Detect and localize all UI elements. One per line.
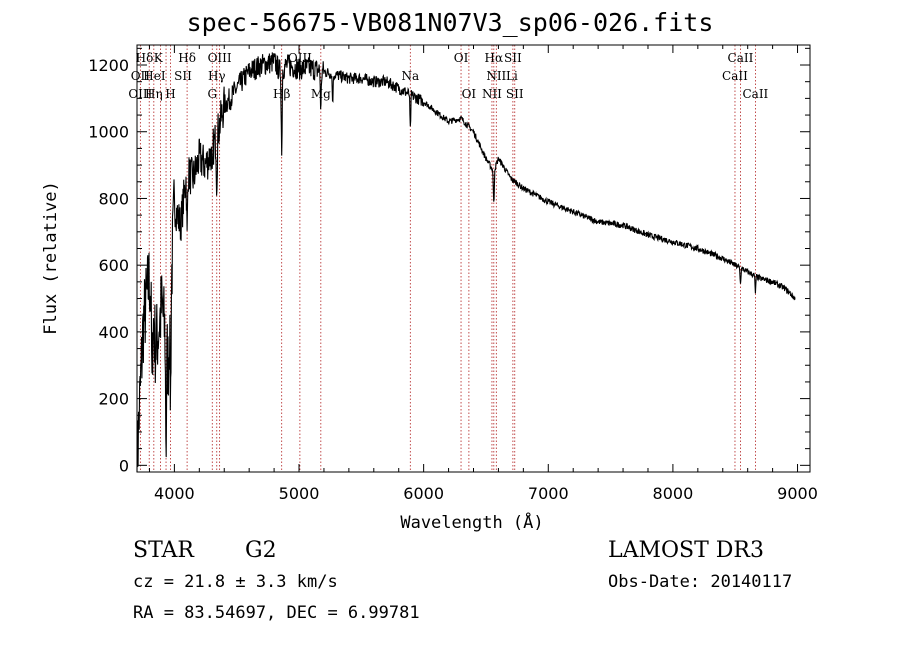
- x-axis: 4000 5000 6000 7000 8000 9000: [148, 45, 818, 503]
- line-label: K: [154, 51, 164, 65]
- line-label: Hγ: [208, 69, 226, 83]
- line-label: SII: [506, 87, 524, 101]
- line-label: Hη: [145, 87, 163, 101]
- line-label: Hα: [485, 51, 504, 65]
- line-label: SII: [174, 69, 192, 83]
- x-tick-label: 4000: [154, 484, 195, 503]
- line-label: HeI: [143, 69, 166, 83]
- object-class: STAR: [133, 538, 194, 563]
- line-label: Na: [401, 69, 419, 83]
- line-label: G: [207, 87, 217, 101]
- line-label: OII: [131, 69, 151, 83]
- line-label: OI: [462, 87, 477, 101]
- line-label: Hδ: [136, 51, 154, 65]
- x-tick-label: 9000: [777, 484, 818, 503]
- x-tick-label: 8000: [653, 484, 694, 503]
- x-tick-label: 5000: [279, 484, 320, 503]
- line-label: Hβ: [273, 87, 290, 101]
- line-label: NII: [486, 69, 506, 83]
- line-label: CaII: [742, 87, 768, 101]
- y-tick-label: 600: [98, 256, 129, 275]
- y-tick-label: 200: [98, 390, 129, 409]
- survey-name: LAMOST DR3: [608, 538, 764, 563]
- x-tick-label: 6000: [403, 484, 444, 503]
- y-tick-label: 1000: [88, 123, 129, 142]
- chart-title: spec-56675-VB081N07V3_sp06-026.fits: [186, 8, 714, 37]
- line-label: OIII: [208, 51, 232, 65]
- line-label: H: [165, 87, 175, 101]
- line-label: CaII: [728, 51, 754, 65]
- emission-line-markers: [139, 45, 756, 472]
- x-axis-label: Wavelength (Å): [400, 511, 543, 533]
- observation-date: Obs-Date: 20140117: [608, 572, 793, 592]
- spectrum-line: [136, 52, 796, 473]
- line-label: OI: [454, 51, 469, 65]
- line-label: SII: [504, 51, 522, 65]
- ra-dec-coordinates: RA = 83.54697, DEC = 6.99781: [133, 603, 420, 623]
- line-label: NII: [482, 87, 502, 101]
- line-label: Hδ: [178, 51, 196, 65]
- y-axis-label: Flux (relative): [41, 181, 61, 335]
- line-label: Li: [506, 69, 518, 83]
- redshift-velocity: cz = 21.8 ± 3.3 km/s: [133, 572, 338, 592]
- y-axis: 0 200 400 600 800 1000 1200: [88, 47, 810, 475]
- y-tick-label: 800: [98, 189, 129, 208]
- line-label: OIII: [128, 87, 152, 101]
- plot-frame: [136, 44, 811, 473]
- y-tick-label: 0: [119, 456, 129, 475]
- line-label: CaII: [722, 69, 748, 83]
- object-subclass: G2: [245, 538, 277, 563]
- y-tick-label: 400: [98, 323, 129, 342]
- x-tick-label: 7000: [528, 484, 569, 503]
- y-tick-label: 1200: [88, 56, 129, 75]
